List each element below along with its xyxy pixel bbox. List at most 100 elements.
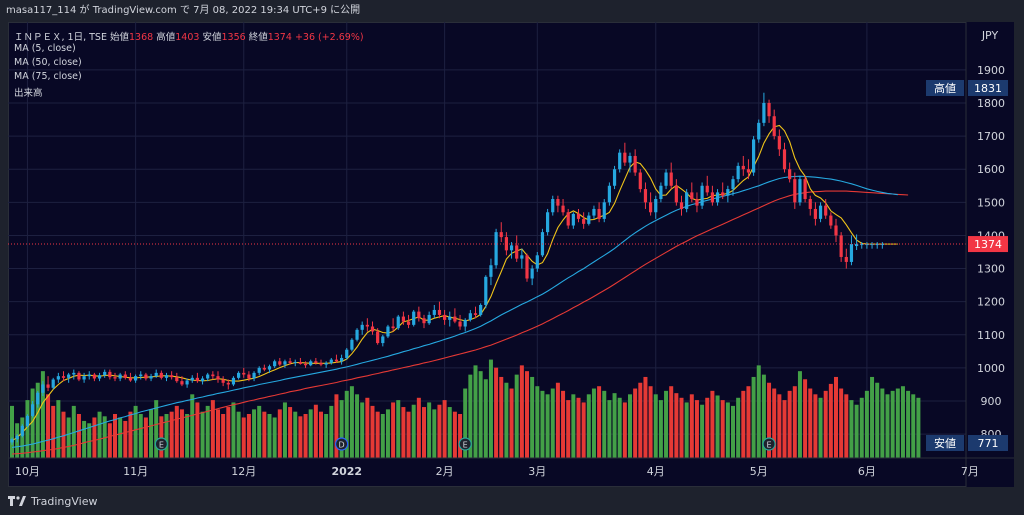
- volume-bar: [76, 414, 81, 458]
- volume-bar: [715, 395, 720, 458]
- candle-body: [211, 374, 215, 377]
- legend-ma75[interactable]: MA (75, close): [14, 71, 82, 82]
- tradingview-logo-icon: [8, 496, 26, 506]
- volume-bar: [844, 394, 849, 458]
- legend-ma50[interactable]: MA (50, close): [14, 57, 82, 68]
- candle-body: [494, 232, 498, 266]
- volume-bar: [56, 400, 61, 458]
- volume-bar: [82, 420, 87, 458]
- price-tick-label: 1600: [977, 163, 1005, 176]
- candle-body: [149, 376, 153, 379]
- candle-body: [20, 425, 24, 436]
- legend-volume[interactable]: 出来高: [14, 88, 43, 99]
- candle-body: [324, 362, 328, 365]
- volume-bar: [514, 374, 519, 458]
- event-marker-e[interactable]: [154, 437, 168, 451]
- candle-body: [128, 377, 133, 381]
- volume-bar: [252, 409, 257, 458]
- candle-body: [654, 199, 658, 213]
- volume-bar: [107, 423, 112, 458]
- candle-body: [679, 202, 684, 209]
- candle-body: [638, 172, 642, 190]
- candle-body: [340, 357, 344, 362]
- last-price-tag-value-box: [968, 236, 1008, 253]
- candle-body: [587, 215, 591, 224]
- volume-bar: [416, 397, 421, 458]
- volume-bar: [772, 388, 777, 458]
- candle-body: [360, 324, 364, 330]
- volume-bar: [756, 365, 761, 458]
- candle-body: [345, 349, 349, 358]
- volume-bar: [195, 402, 200, 458]
- candle-body: [788, 169, 792, 180]
- volume-bar: [478, 371, 483, 458]
- time-tick-label: 6月: [858, 465, 876, 478]
- price-tick-label: 1000: [977, 362, 1005, 375]
- time-tick-label: 12月: [231, 465, 256, 478]
- volume-bar: [385, 409, 390, 458]
- volume-bar: [452, 411, 457, 458]
- volume-bar: [710, 390, 715, 458]
- candle-body: [283, 361, 287, 365]
- candle-body: [288, 361, 292, 363]
- time-tick-label: 10月: [15, 465, 40, 478]
- legend-high: 1403: [175, 32, 200, 43]
- candle-body: [448, 316, 452, 320]
- candle-body: [118, 374, 122, 379]
- volume-bar: [272, 417, 277, 458]
- tradingview-footer[interactable]: TradingView: [8, 493, 97, 509]
- candle-body: [391, 326, 395, 329]
- event-marker-e[interactable]: [458, 437, 472, 451]
- volume-bar: [859, 397, 864, 458]
- price-tick-label: 1900: [977, 64, 1005, 77]
- legend-ma5[interactable]: MA (5, close): [14, 43, 76, 54]
- candle-body: [422, 318, 426, 324]
- event-marker-d[interactable]: [335, 437, 349, 451]
- volume-bar: [380, 414, 385, 458]
- candle-body: [576, 213, 581, 219]
- candle-body: [849, 244, 854, 262]
- volume-bar: [427, 402, 432, 458]
- volume-bar: [900, 386, 905, 458]
- volume-bar: [174, 405, 179, 458]
- volume-bar: [555, 382, 560, 458]
- volume-bar: [92, 417, 97, 458]
- candle-body: [546, 212, 550, 233]
- candle-body: [535, 255, 539, 269]
- price-axis[interactable]: [966, 22, 1014, 487]
- candle-body: [252, 372, 256, 379]
- volume-bar: [25, 400, 30, 458]
- volume-bar: [324, 414, 329, 458]
- candle-body: [571, 213, 575, 226]
- price-chart[interactable]: EDEEDJPY80090010001100120013001400150016…: [8, 22, 1014, 487]
- volume-bar: [277, 409, 282, 458]
- candle-body: [489, 265, 493, 277]
- volume-bar: [355, 394, 360, 458]
- volume-bar: [406, 411, 411, 458]
- candle-body: [530, 268, 534, 279]
- candle-body: [685, 192, 689, 209]
- volume-bar: [169, 411, 174, 458]
- volume-bar: [823, 390, 828, 458]
- volume-bar: [653, 394, 658, 458]
- candle-body: [123, 374, 127, 378]
- volume-bar: [792, 386, 797, 458]
- volume-bar: [911, 394, 916, 458]
- candle-body: [185, 380, 189, 385]
- candle-body: [216, 376, 220, 380]
- candle-body: [700, 185, 704, 206]
- volume-bar: [154, 400, 159, 458]
- candle-body: [103, 371, 107, 376]
- volume-bar: [123, 420, 128, 458]
- candle-body: [154, 372, 158, 377]
- volume-bar: [870, 376, 875, 458]
- volume-bar: [396, 400, 401, 458]
- candle-body: [15, 435, 19, 440]
- event-marker-e[interactable]: [762, 437, 776, 451]
- volume-bar: [339, 400, 344, 458]
- candle-body: [777, 136, 781, 150]
- candle-body: [108, 371, 112, 378]
- volume-bar: [674, 393, 679, 458]
- volume-bar: [839, 388, 844, 458]
- candle-body: [82, 376, 86, 380]
